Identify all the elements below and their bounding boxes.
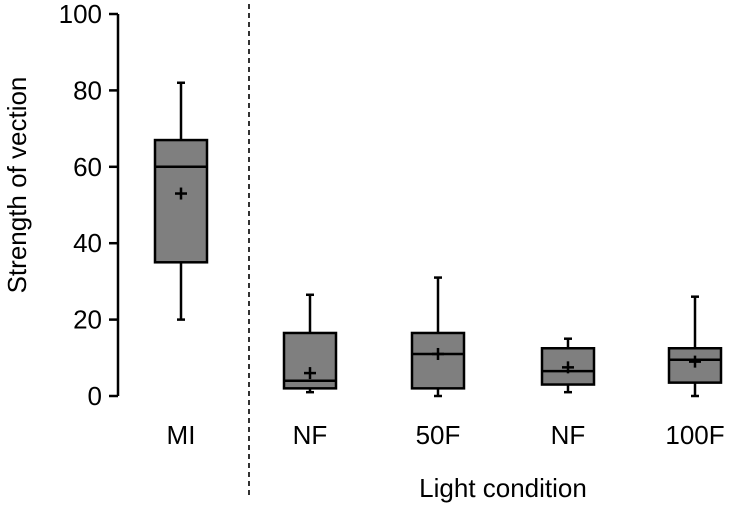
iqr-box [282,331,338,390]
y-tick-label: 80 [73,75,102,105]
x-category-label: NF [293,420,328,450]
iqr-box [153,138,209,264]
y-axis: 0 20 40 60 80 100 [59,0,120,411]
iqr-box [410,331,466,390]
box-2 [282,293,338,394]
iqr-box [540,347,596,386]
x-axis: MI NF 50F NF 100F [167,420,725,450]
box-3 [410,276,466,398]
y-tick-label: 100 [59,0,102,29]
x-category-label: 50F [416,420,461,450]
x-category-label: MI [167,420,196,450]
y-axis-title: Strength of vection [2,77,32,294]
box-5 [667,295,723,398]
box-1 [153,81,209,321]
x-category-label: 100F [665,420,724,450]
x-axis-title: Light condition [419,473,587,503]
y-tick-label: 40 [73,228,102,258]
y-tick-label: 60 [73,152,102,182]
box-4 [540,337,596,394]
y-tick-label: 20 [73,305,102,335]
boxes [153,81,723,398]
y-tick-label: 0 [88,381,102,411]
x-category-label: NF [551,420,586,450]
